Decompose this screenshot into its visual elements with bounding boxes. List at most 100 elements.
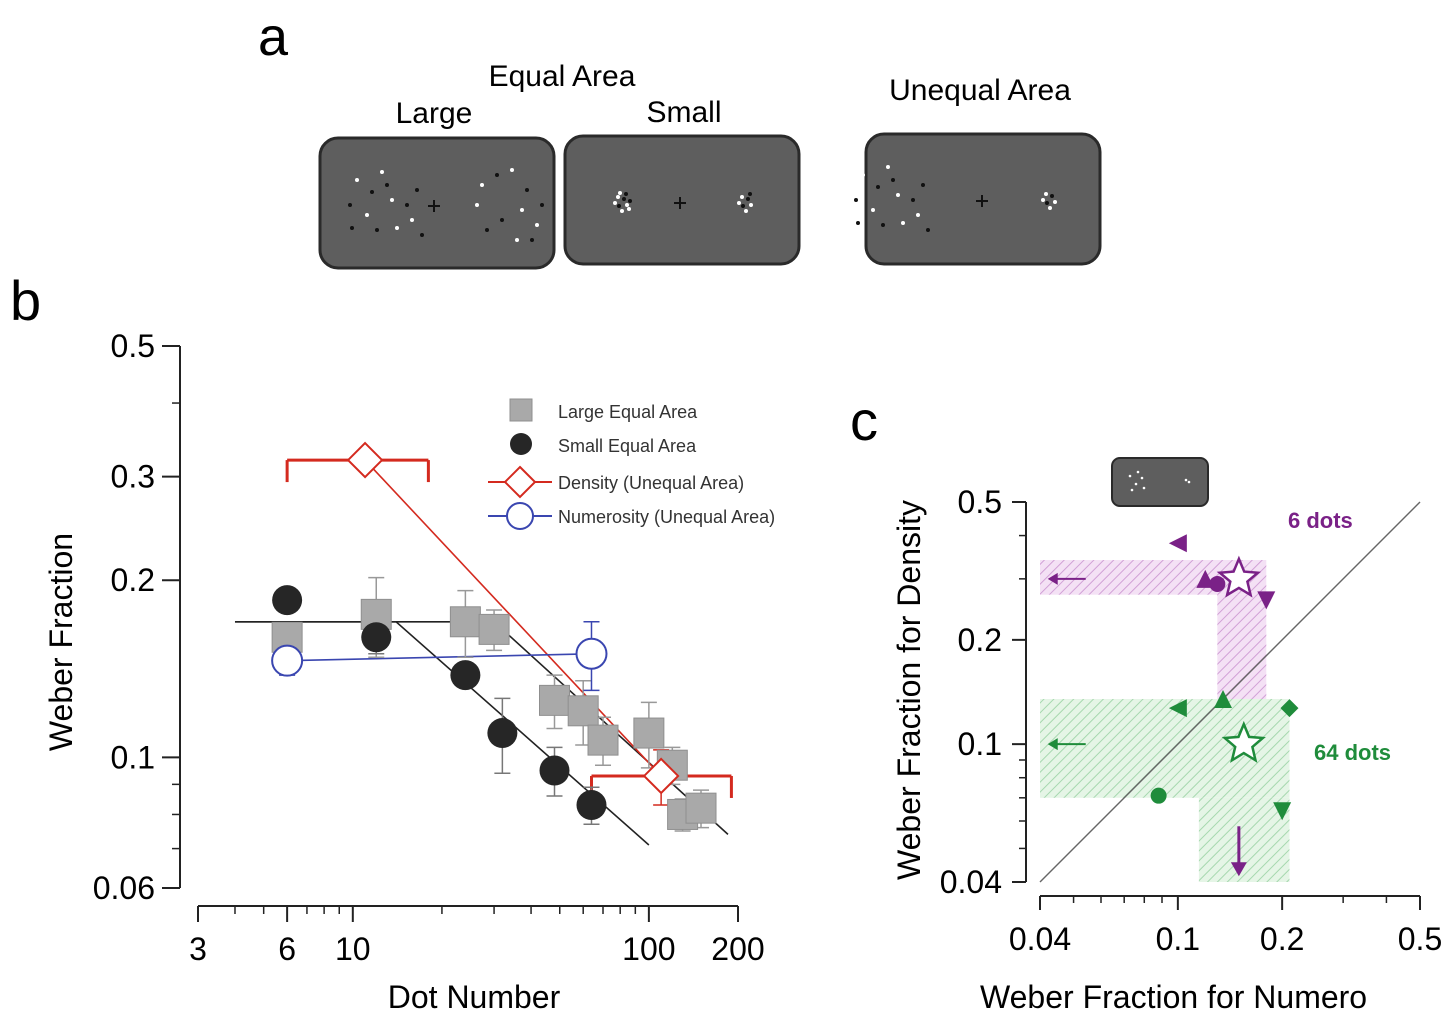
stimulus-dot — [624, 192, 628, 196]
stimulus-dot — [475, 203, 479, 207]
y-tick-label-b: 0.1 — [111, 739, 155, 775]
stimulus-dot — [385, 183, 389, 187]
data-point-circle — [576, 790, 607, 821]
stimulus-dot — [861, 173, 865, 177]
stimulus-dot — [530, 238, 534, 242]
stimulus-dot — [415, 188, 419, 192]
label-6-dots: 6 dots — [1288, 508, 1353, 533]
point-circle — [1209, 575, 1226, 592]
stimulus-dot — [921, 183, 925, 187]
x-tick-label-b: 6 — [278, 931, 296, 967]
stimulus-dot — [375, 228, 379, 232]
x-tick-label-b: 10 — [335, 931, 371, 967]
stimulus-dot — [622, 197, 626, 201]
c-ylabel: Weber Fraction for Density — [891, 500, 927, 880]
data-point-diamond — [642, 757, 680, 795]
mean-star — [1221, 720, 1266, 763]
stimulus-dot — [480, 183, 484, 187]
stimulus-dot — [1184, 478, 1188, 482]
stimulus-dot — [500, 218, 504, 222]
point-triangle-up — [1214, 689, 1233, 708]
stimulus-dot — [740, 195, 744, 199]
stimulus-dot — [365, 213, 369, 217]
arrow-down-head — [1230, 862, 1247, 877]
b-ylabel: Weber Fraction — [43, 533, 79, 751]
data-point-circle — [361, 622, 392, 653]
c-xlabel: Weber Fraction for Numero — [980, 979, 1367, 1015]
stimulus-dot — [617, 204, 621, 208]
data-point-diamond — [346, 441, 384, 479]
stimulus-dot — [390, 198, 394, 202]
point-triangle-left — [1168, 699, 1187, 718]
stimulus-dot — [744, 209, 748, 213]
mean-star — [1216, 555, 1262, 598]
stimulus-dot — [618, 191, 622, 195]
stimulus-dot — [1041, 198, 1045, 202]
fit-line — [364, 459, 662, 777]
data-point-square — [478, 613, 510, 645]
panel-c: c 0.04 0.1 0.2 0.5 0.04 0.1 0.2 0.5 6 dots 64 d… — [850, 389, 1441, 1015]
stimulus-dot — [886, 165, 890, 169]
x-tick-label-c: 0.2 — [1260, 921, 1304, 957]
y-tick-label-c: 0.5 — [958, 484, 1002, 520]
stimulus-dot — [348, 203, 352, 207]
large-label: Large — [396, 97, 473, 130]
small-label: Small — [646, 96, 721, 129]
legend-label-numerosity: Numerosity (Unequal Area) — [558, 507, 775, 527]
panel-b-letter: b — [10, 269, 41, 332]
stimulus-dot — [1053, 200, 1057, 204]
equal-area-label: Equal Area — [489, 60, 636, 93]
data-point-open-circle — [575, 637, 608, 670]
data-point-circle — [539, 755, 570, 786]
unequal-area-label: Unequal Area — [889, 74, 1071, 107]
stimulus-dot — [926, 228, 930, 232]
stimulus-dot — [350, 226, 354, 230]
b-xlabel: Dot Number — [388, 979, 561, 1015]
stimulus-dot — [901, 221, 905, 225]
stimulus-dot — [410, 218, 414, 222]
data-point-square — [685, 792, 717, 824]
stimulus-dot — [871, 208, 875, 212]
stimulus-dot — [1130, 488, 1134, 492]
legend-label-large: Large Equal Area — [558, 402, 698, 422]
stimulus-dot — [485, 228, 489, 232]
stimulus-dot — [896, 193, 900, 197]
stimulus-dot — [741, 204, 745, 208]
stimulus-screen-unequal — [854, 132, 1102, 266]
data-point-open-circle — [271, 644, 304, 677]
arrow-left-head — [1047, 572, 1058, 585]
stimulus-dot — [370, 190, 374, 194]
data-point-circle — [450, 660, 481, 691]
stimulus-dot — [620, 209, 624, 213]
stimulus-dot — [737, 201, 741, 205]
panel-a-letter: a — [258, 7, 289, 67]
stimulus-dot — [854, 198, 858, 202]
stimulus-dot — [515, 238, 519, 242]
y-tick-label-c: 0.2 — [958, 622, 1002, 658]
point-triangle-down — [1257, 591, 1276, 610]
data-point-square — [587, 724, 619, 756]
stimulus-dot — [1134, 482, 1138, 486]
x-tick-label-b: 3 — [189, 931, 207, 967]
ci-band-vertical — [1198, 797, 1290, 882]
data-point-circle — [272, 585, 303, 616]
stimulus-screen-large — [318, 136, 556, 270]
stimulus-dot — [856, 221, 860, 225]
stimulus-dot — [891, 178, 895, 182]
stimulus-dot — [520, 208, 524, 212]
x-tick-label-c: 0.1 — [1156, 921, 1200, 957]
stimulus-thumbnail — [1111, 457, 1209, 507]
legend-label-small: Small Equal Area — [558, 436, 697, 456]
stimulus-dot — [355, 178, 359, 182]
stimulus-dot — [380, 170, 384, 174]
stimulus-dot — [535, 223, 539, 227]
stimulus-dot — [1045, 201, 1049, 205]
y-tick-label-b: 0.5 — [111, 328, 155, 364]
stimulus-dot — [625, 203, 629, 207]
legend-symbol-small — [510, 433, 532, 455]
data-point-square — [449, 606, 481, 638]
stimulus-dot — [749, 203, 753, 207]
stimulus-dot — [525, 188, 529, 192]
y-tick-label-c: 0.04 — [940, 864, 1002, 900]
